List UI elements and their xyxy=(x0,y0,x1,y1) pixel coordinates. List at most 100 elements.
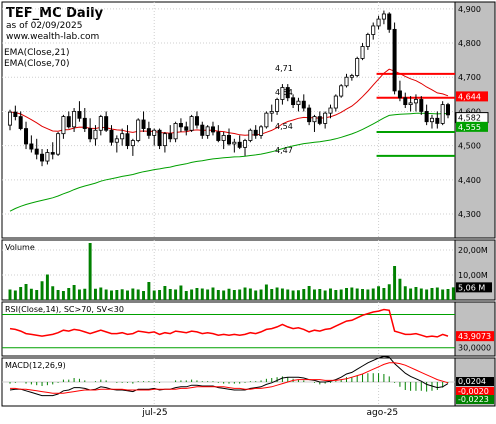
candle-body xyxy=(61,116,66,135)
x-tick-label: ago-25 xyxy=(367,408,399,418)
volume-bar xyxy=(174,289,178,300)
candle-body xyxy=(312,116,317,123)
right-price-label: 4,644 xyxy=(458,92,481,101)
candle-body xyxy=(34,148,39,155)
volume-bar xyxy=(238,289,242,300)
right-price-badge xyxy=(456,91,488,102)
macd-current-label: -0,0223 xyxy=(458,395,489,404)
candle-body xyxy=(381,13,386,20)
volume-bar xyxy=(451,287,455,300)
macd-current-badge xyxy=(456,387,494,396)
price-tick-label: 4,900 xyxy=(458,5,481,14)
candle-body xyxy=(205,126,210,136)
volume-bar xyxy=(254,290,258,300)
candle-body xyxy=(408,102,413,106)
candle-body xyxy=(232,141,237,145)
volume-bar xyxy=(56,290,60,300)
volume-bar xyxy=(275,287,279,300)
volume-bar xyxy=(430,288,434,300)
candle-body xyxy=(349,75,354,78)
volume-bar xyxy=(104,289,108,300)
x-tick-label: jul-25 xyxy=(141,408,167,418)
volume-bar xyxy=(131,288,135,300)
volume-bar xyxy=(13,290,17,300)
candle-body xyxy=(24,128,29,145)
candle-body xyxy=(184,126,189,131)
volume-bar xyxy=(40,281,44,300)
volume-bar xyxy=(211,287,215,300)
volume-bar xyxy=(296,290,300,300)
candle-body xyxy=(152,129,157,136)
volume-bar xyxy=(88,243,92,300)
candle-body xyxy=(66,116,71,128)
candle-body xyxy=(50,152,55,155)
volume-bar xyxy=(339,289,343,300)
volume-bar xyxy=(280,288,284,300)
candle-body xyxy=(72,111,77,128)
candle-body xyxy=(445,104,451,116)
volume-bar xyxy=(286,289,290,300)
volume-bar xyxy=(382,288,386,300)
volume-bar xyxy=(195,288,199,300)
candle-body xyxy=(344,76,349,87)
level-label: 4,71 xyxy=(275,64,293,73)
candle-body xyxy=(93,129,98,140)
volume-bar xyxy=(329,288,332,300)
volume-bar xyxy=(227,288,231,300)
volume-bar xyxy=(366,289,370,300)
price-tick-label: 4,800 xyxy=(458,39,481,48)
candle-body xyxy=(200,124,205,136)
volume-tick-label: 20,00M xyxy=(458,246,488,255)
volume-bar xyxy=(435,287,439,300)
volume-bar xyxy=(398,278,402,300)
volume-bar xyxy=(377,286,381,300)
right-price-label: 4,555 xyxy=(458,123,481,132)
candle-body xyxy=(253,129,258,136)
rsi-title: RSI(Close,14), SC>70, SV<30 xyxy=(5,305,124,314)
volume-bar xyxy=(8,289,12,300)
volume-bar xyxy=(120,289,124,300)
ema21-label: EMA(Close,21) xyxy=(4,48,69,58)
volume-bar xyxy=(222,290,226,300)
macd-line xyxy=(9,355,449,397)
candle-body xyxy=(13,111,18,117)
candle-body xyxy=(136,119,141,141)
candle-body xyxy=(141,119,146,129)
volume-current-label: 5,06 M xyxy=(458,283,485,292)
candle-body xyxy=(56,133,61,155)
volume-bar xyxy=(83,288,87,300)
candle-body xyxy=(317,116,322,124)
rsi-line xyxy=(9,308,449,338)
volume-bar xyxy=(409,288,413,300)
candle-body xyxy=(216,131,221,141)
volume-bar xyxy=(51,286,55,300)
volume-bar xyxy=(441,289,445,300)
volume-bar xyxy=(19,287,23,300)
volume-bar xyxy=(350,287,354,300)
volume-bar xyxy=(291,290,295,300)
right-price-badge xyxy=(456,121,488,132)
candle-body xyxy=(387,13,392,30)
volume-bar xyxy=(425,289,429,300)
candle-body xyxy=(104,116,109,131)
volume-bar xyxy=(302,289,306,300)
price-tick-label: 4,400 xyxy=(458,176,481,185)
macd-current-badge xyxy=(456,395,494,404)
macd-current-label: -0,0020 xyxy=(458,387,489,396)
volume-bar xyxy=(136,289,140,300)
volume-bar xyxy=(45,274,49,300)
volume-bar xyxy=(403,286,407,300)
candle-body xyxy=(194,116,199,126)
volume-bar xyxy=(110,290,113,300)
price-tick-label: 4,300 xyxy=(458,210,481,219)
candle-body xyxy=(226,134,232,145)
candle-body xyxy=(189,116,194,131)
rsi-current-label: 43,9073 xyxy=(458,332,491,341)
candle-body xyxy=(285,87,290,99)
volume-bar xyxy=(414,287,418,300)
candle-body xyxy=(120,133,125,140)
macd-current-badge xyxy=(456,377,494,386)
volume-bar xyxy=(179,285,183,300)
